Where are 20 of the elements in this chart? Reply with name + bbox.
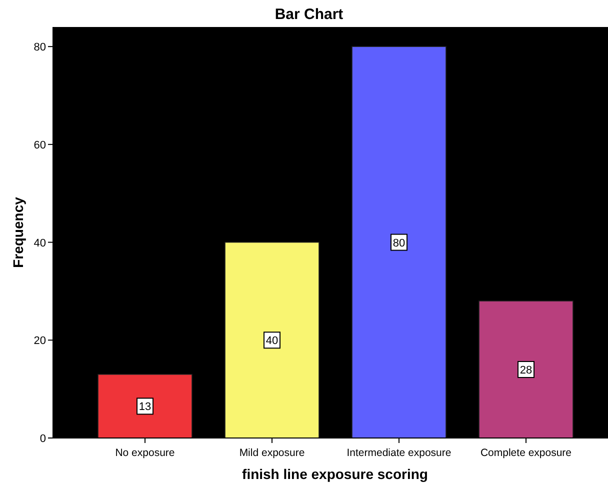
y-axis-title: Frequency: [10, 196, 26, 268]
y-tick-label: 20: [34, 335, 46, 348]
data-label: 80: [392, 237, 406, 250]
x-axis-title: finish line exposure scoring: [242, 466, 428, 482]
y-tick-label: 40: [34, 237, 46, 250]
data-label: 40: [266, 335, 278, 348]
x-tick-label: Complete exposure: [480, 447, 572, 459]
y-tick-label: 0: [40, 433, 46, 445]
bar: [478, 300, 574, 438]
data-label: 28: [520, 364, 532, 376]
x-tick-label: No exposure: [115, 447, 175, 459]
x-tick-label: Intermediate exposure: [346, 447, 452, 459]
y-tick-label: 60: [34, 139, 46, 152]
bar: [352, 46, 446, 438]
data-label: 13: [138, 401, 152, 414]
bar: [98, 374, 192, 438]
bar: [224, 242, 320, 438]
x-tick-label: Mild exposure: [239, 447, 305, 459]
y-tick-label: 80: [34, 42, 46, 54]
chart-title: Bar Chart: [274, 6, 344, 23]
